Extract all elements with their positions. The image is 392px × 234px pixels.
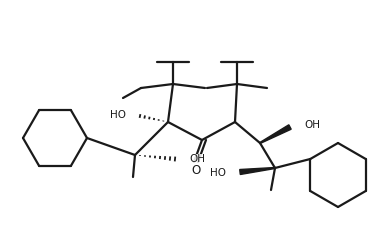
Text: OH: OH xyxy=(189,154,205,164)
Polygon shape xyxy=(260,125,291,143)
Text: O: O xyxy=(191,164,201,176)
Polygon shape xyxy=(240,168,275,175)
Text: HO: HO xyxy=(210,168,226,178)
Text: HO: HO xyxy=(110,110,126,120)
Text: OH: OH xyxy=(304,120,320,130)
